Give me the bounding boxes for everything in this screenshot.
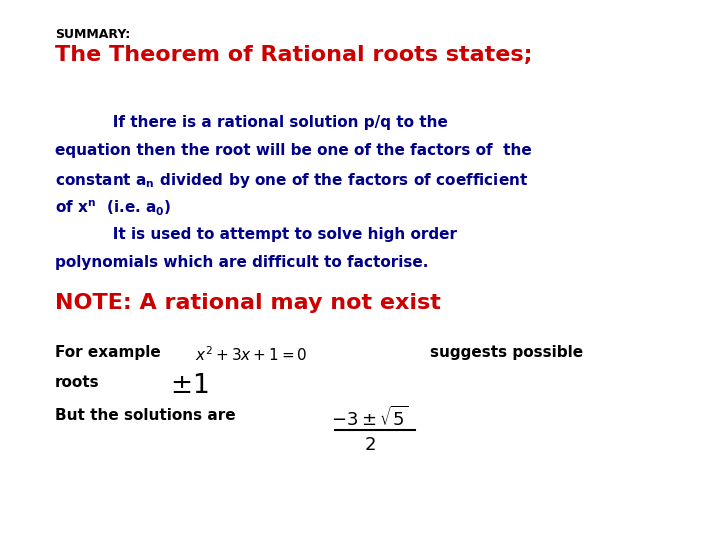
Text: $\pm 1$: $\pm 1$: [170, 373, 209, 399]
Text: If there is a rational solution p/q to the: If there is a rational solution p/q to t…: [55, 115, 448, 130]
Text: suggests possible: suggests possible: [430, 345, 583, 360]
Text: For example: For example: [55, 345, 161, 360]
Text: It is used to attempt to solve high order: It is used to attempt to solve high orde…: [55, 227, 457, 242]
Text: equation then the root will be one of the factors of  the: equation then the root will be one of th…: [55, 143, 532, 158]
Text: $x^2 + 3x + 1 = 0$: $x^2 + 3x + 1 = 0$: [195, 345, 307, 364]
Text: The Theorem of Rational roots states;: The Theorem of Rational roots states;: [55, 45, 533, 65]
Text: constant $\mathbf{a_n}$ divided by one of the factors of coefficient: constant $\mathbf{a_n}$ divided by one o…: [55, 171, 528, 190]
Text: SUMMARY:: SUMMARY:: [55, 28, 130, 41]
Text: $-3 \pm \sqrt{5}$: $-3 \pm \sqrt{5}$: [331, 406, 408, 430]
Text: But the solutions are: But the solutions are: [55, 408, 235, 423]
Text: roots: roots: [55, 375, 99, 390]
Text: of $\mathbf{x^n}$  (i.e. $\mathbf{a_0}$): of $\mathbf{x^n}$ (i.e. $\mathbf{a_0}$): [55, 199, 171, 218]
Text: polynomials which are difficult to factorise.: polynomials which are difficult to facto…: [55, 255, 428, 270]
Text: NOTE: A rational may not exist: NOTE: A rational may not exist: [55, 293, 441, 313]
Text: $2$: $2$: [364, 436, 376, 454]
